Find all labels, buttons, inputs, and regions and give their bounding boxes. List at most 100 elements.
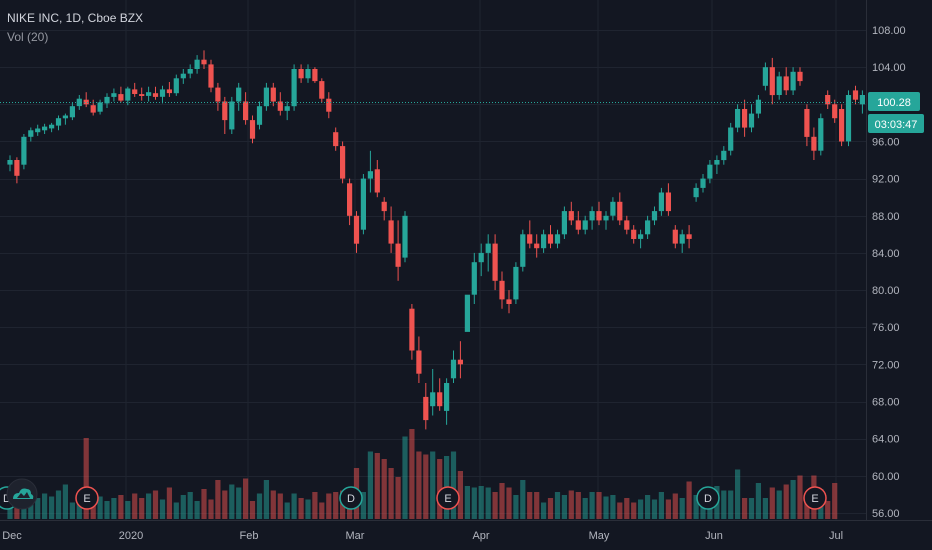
volume-bar [298, 498, 304, 519]
candle-body [499, 280, 505, 300]
candle-body [132, 89, 138, 94]
volume-bar [541, 502, 547, 519]
time-axis[interactable]: Dec 2020 Feb Mar Apr May Jun Jul [2, 530, 843, 542]
candle-body [527, 234, 533, 244]
volume-bar [457, 471, 463, 519]
candle-body [69, 106, 75, 118]
volume-bar [437, 459, 443, 519]
countdown-badge-bg [868, 114, 924, 133]
dividend-marker[interactable]: D [696, 486, 720, 510]
volume-bar [42, 493, 48, 519]
candle-body [409, 308, 415, 351]
symbol-title[interactable]: NIKE INC, 1D, Cboe BZX [7, 11, 144, 25]
price-axis[interactable]: 108.00104.00100.0096.0092.0088.0084.0080… [872, 25, 906, 520]
candle-body [201, 59, 207, 65]
candle-body [249, 120, 256, 139]
candle-body [222, 101, 228, 121]
candle-body [208, 64, 214, 88]
candle-body [21, 136, 27, 165]
candle-body [14, 160, 20, 176]
candle-body [457, 359, 463, 365]
candle-body [381, 201, 387, 212]
earnings-marker[interactable]: E [75, 486, 99, 510]
candle-body [450, 359, 457, 379]
candle-body [832, 104, 838, 119]
volume-bar [187, 492, 193, 519]
volume-bar [416, 451, 422, 519]
event-marker-circle [339, 486, 363, 510]
dividend-marker[interactable]: D [339, 486, 363, 510]
candle-body [402, 215, 408, 258]
volume-bar [312, 492, 318, 519]
candle-body [513, 266, 519, 300]
volume-bar [513, 495, 519, 519]
volume-bar [499, 483, 505, 519]
volume-bar [159, 499, 166, 519]
volume-bar [492, 492, 498, 519]
candle-body [298, 69, 304, 79]
candle-body [146, 92, 152, 96]
volume-bar [132, 493, 138, 519]
volume-bar [381, 459, 387, 519]
volume-bar [360, 492, 366, 519]
price-tick-label: 56.00 [872, 508, 900, 520]
candle-body [180, 73, 186, 79]
candle-body [762, 67, 768, 86]
candle-body [728, 127, 734, 151]
candle-body [118, 94, 124, 101]
candle-body [582, 220, 588, 230]
candle-body [76, 98, 82, 107]
candle-body [374, 169, 380, 193]
grid [0, 0, 866, 520]
earnings-marker[interactable]: E [803, 486, 827, 510]
candle-body [478, 252, 484, 263]
candle-body [575, 220, 581, 230]
volume-indicator-label[interactable]: Vol (20) [7, 30, 49, 44]
candle-body [28, 130, 34, 137]
volume-bar [423, 454, 429, 519]
candle-body [776, 76, 782, 95]
volume-bar [430, 451, 436, 519]
last-price-badge-bg [868, 92, 920, 111]
volume-bar [222, 490, 228, 519]
candle-body [707, 164, 713, 179]
candle-body [42, 126, 48, 131]
volume-bar [575, 492, 581, 519]
candle-body [624, 220, 630, 230]
time-tick-label: Jul [829, 530, 843, 542]
volume-bar [645, 495, 651, 519]
candle-body [340, 146, 346, 179]
volume-bar [693, 495, 699, 519]
candle-body [423, 396, 429, 421]
candle-body [284, 106, 290, 111]
candle-body [693, 187, 699, 198]
volume-bar [464, 486, 470, 519]
volume-bar [83, 438, 89, 519]
candle-body [852, 90, 859, 100]
volume-bar [229, 484, 235, 519]
price-tick-label: 104.00 [872, 62, 906, 74]
volume-bar [478, 486, 484, 519]
volume-bar [748, 498, 755, 519]
volume-bar [672, 493, 678, 519]
volume-bar [603, 496, 609, 519]
candle-body [139, 94, 145, 96]
event-marker-label: D [704, 493, 712, 505]
volume-bar [49, 496, 55, 519]
volume-bar [832, 483, 838, 519]
volume-bar [409, 429, 415, 519]
candle-body [686, 234, 692, 239]
volume-bar [243, 478, 249, 519]
candle-body [742, 109, 748, 128]
candle-body [159, 89, 166, 97]
candle-body [125, 88, 131, 101]
last-price-badge: 100.28 03:03:47 [868, 92, 924, 133]
volume-bar [665, 499, 671, 519]
candle-body [651, 211, 658, 221]
candle-body [104, 96, 110, 104]
candle-body [547, 234, 554, 244]
event-marker-circle [696, 486, 720, 510]
earnings-marker[interactable]: E [436, 486, 460, 510]
tradingview-logo-icon[interactable] [6, 478, 38, 510]
